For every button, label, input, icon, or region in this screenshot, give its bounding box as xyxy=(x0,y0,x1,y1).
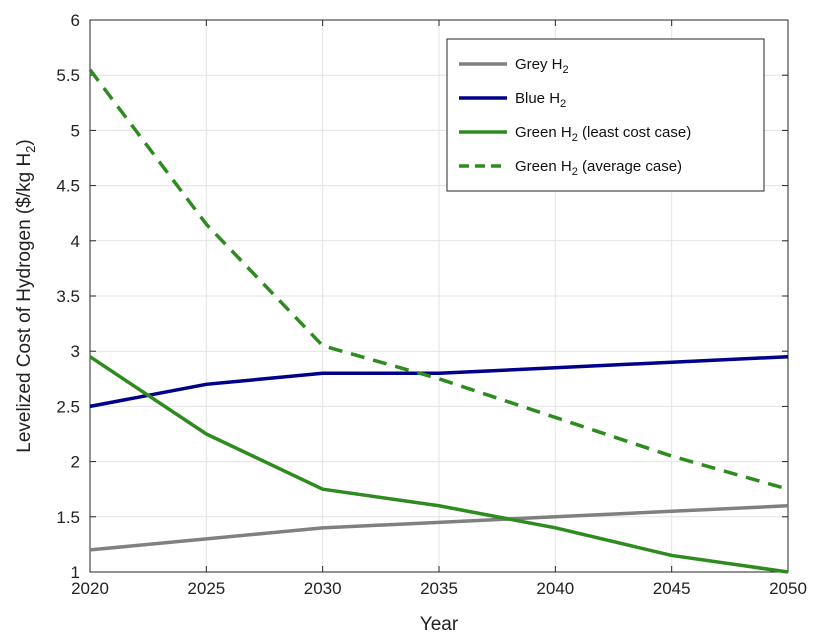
x-tick-label: 2030 xyxy=(304,579,342,598)
legend-entry: Green H2 (least cost case) xyxy=(515,124,691,144)
y-tick-label: 1.5 xyxy=(56,508,80,527)
y-tick-label: 1 xyxy=(71,563,80,582)
y-tick-label: 5 xyxy=(71,121,80,140)
legend-entry-suffix: (least cost case) xyxy=(578,124,691,141)
x-tick-label: 2025 xyxy=(187,579,225,598)
legend-entry-subscript: 2 xyxy=(560,98,566,110)
legend-entry-name: Green H xyxy=(515,158,572,175)
legend-entry: Blue H2 xyxy=(515,90,566,110)
series-line-3 xyxy=(88,68,789,491)
x-tick-label: 2020 xyxy=(71,579,109,598)
legend-entry-name: Green H xyxy=(515,124,572,141)
legend-entry-name: Blue H xyxy=(515,90,560,107)
y-axis-label-subscript: 2 xyxy=(23,146,38,153)
legend-entry-name: Grey H xyxy=(515,56,563,73)
legend-entry-suffix: (average case) xyxy=(578,158,682,175)
series-line-2 xyxy=(89,355,789,574)
x-axis-label: Year xyxy=(420,614,459,634)
y-tick-label: 4 xyxy=(71,232,80,251)
y-axis-label-close: ) xyxy=(14,139,35,145)
legend-entry-subscript: 2 xyxy=(572,132,578,144)
legend-entry: Grey H2 xyxy=(515,56,569,76)
x-tick-label: 2045 xyxy=(653,579,691,598)
x-tick-label: 2035 xyxy=(420,579,458,598)
x-tick-label: 2050 xyxy=(769,579,807,598)
y-tick-label: 3 xyxy=(71,342,80,361)
y-axis-label-main: Levelized Cost of Hydrogen ($/kg H xyxy=(14,153,35,453)
y-tick-label: 5.5 xyxy=(56,66,80,85)
y-tick-label: 4.5 xyxy=(56,177,80,196)
series-line-0 xyxy=(89,504,789,552)
series-line-1 xyxy=(89,354,789,409)
legend-entry-subscript: 2 xyxy=(572,166,578,178)
y-tick-label: 3.5 xyxy=(56,287,80,306)
axis-ticks: 2020 2025 2030 2035 2040 2045 2050 1 1.5 2 2.5 3 3.5… xyxy=(56,11,807,598)
x-tick-label: 2040 xyxy=(536,579,574,598)
y-tick-label: 2 xyxy=(71,453,80,472)
legend-entry-subscript: 2 xyxy=(563,64,569,76)
y-tick-label: 6 xyxy=(71,11,80,30)
legend-entry: Green H2 (average case) xyxy=(515,158,682,178)
y-tick-label: 2.5 xyxy=(56,397,80,416)
series-lines xyxy=(88,68,789,574)
y-axis-label: Levelized Cost of Hydrogen ($/kg H2) xyxy=(14,139,38,453)
